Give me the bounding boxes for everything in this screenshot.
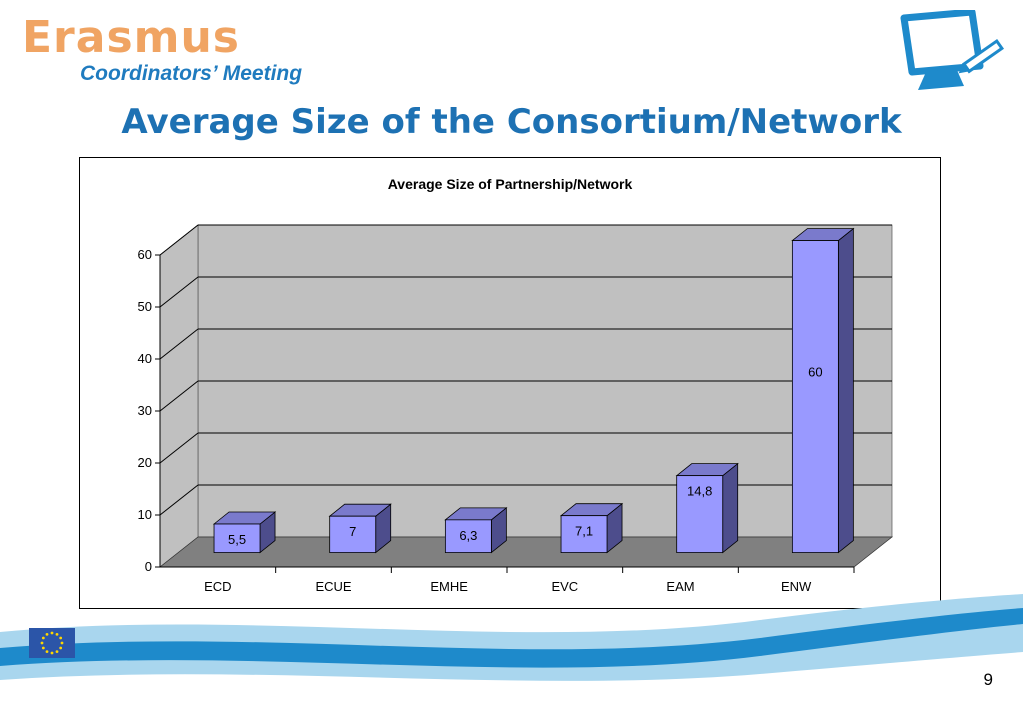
x-tick-label: ECD bbox=[204, 579, 231, 594]
page-number: 9 bbox=[983, 670, 993, 689]
bar-side bbox=[722, 462, 739, 554]
gridline-side bbox=[159, 432, 199, 464]
bar bbox=[560, 515, 608, 553]
flag-star bbox=[60, 641, 64, 645]
y-tick-label: 30 bbox=[138, 403, 152, 418]
data-label: 5,5 bbox=[228, 532, 246, 547]
bar bbox=[791, 240, 839, 553]
flag-star bbox=[41, 636, 45, 640]
bar bbox=[676, 475, 724, 554]
monitor-with-pen-icon bbox=[900, 10, 1005, 90]
y-tick-label: 0 bbox=[145, 559, 152, 574]
flag-star bbox=[41, 646, 45, 650]
gridline-side bbox=[159, 276, 199, 308]
data-label: 6,3 bbox=[459, 528, 477, 543]
flag-star bbox=[40, 641, 44, 645]
flag-star bbox=[55, 632, 59, 636]
gridline-side bbox=[159, 484, 199, 516]
flag-star bbox=[55, 650, 59, 654]
flag-star bbox=[50, 651, 54, 655]
bar bbox=[213, 523, 261, 554]
data-label: 14,8 bbox=[687, 484, 712, 499]
logo-subtitle: Coordinators’ Meeting bbox=[80, 62, 303, 85]
data-label: 7 bbox=[349, 524, 356, 539]
flag-star bbox=[50, 631, 54, 635]
data-label: 60 bbox=[808, 365, 822, 380]
flag-star bbox=[59, 636, 63, 640]
x-tick-label: ENW bbox=[781, 579, 812, 594]
gridline-side bbox=[159, 328, 199, 360]
bar-chart-plot: 0 10 20 30 40 50 60 ECD 5,5 ECUE 7 EMHE 6,3 EVC 7,1 EAM… bbox=[138, 224, 894, 594]
data-label: 7,1 bbox=[575, 524, 593, 539]
flag-star bbox=[45, 632, 49, 636]
x-tick-label: EMHE bbox=[430, 579, 468, 594]
footer-wave-decoration bbox=[0, 594, 1023, 708]
bar bbox=[444, 519, 492, 553]
x-tick-label: ECUE bbox=[315, 579, 351, 594]
x-tick-label: EVC bbox=[551, 579, 578, 594]
y-tick-label: 60 bbox=[138, 247, 152, 262]
y-tick-label: 20 bbox=[138, 455, 152, 470]
eu-flag-icon bbox=[29, 628, 75, 658]
y-tick-label: 40 bbox=[138, 351, 152, 366]
flag-star bbox=[45, 650, 49, 654]
chart-title: Average Size of Partnership/Network bbox=[387, 176, 633, 192]
slide-title: Average Size of the Consortium/Network bbox=[121, 102, 902, 142]
y-tick-label: 50 bbox=[138, 299, 152, 314]
flag-star bbox=[59, 646, 63, 650]
chart-container: Average Size of Partnership/Network 0 10 2… bbox=[79, 157, 941, 609]
bar-side bbox=[837, 227, 854, 554]
gridline-side bbox=[159, 380, 199, 412]
erasmus-logo-text: Erasmus bbox=[22, 12, 240, 63]
x-tick-label: EAM bbox=[666, 579, 694, 594]
y-tick-label: 10 bbox=[138, 507, 152, 522]
gridline-side bbox=[159, 224, 199, 256]
bar bbox=[329, 515, 377, 554]
